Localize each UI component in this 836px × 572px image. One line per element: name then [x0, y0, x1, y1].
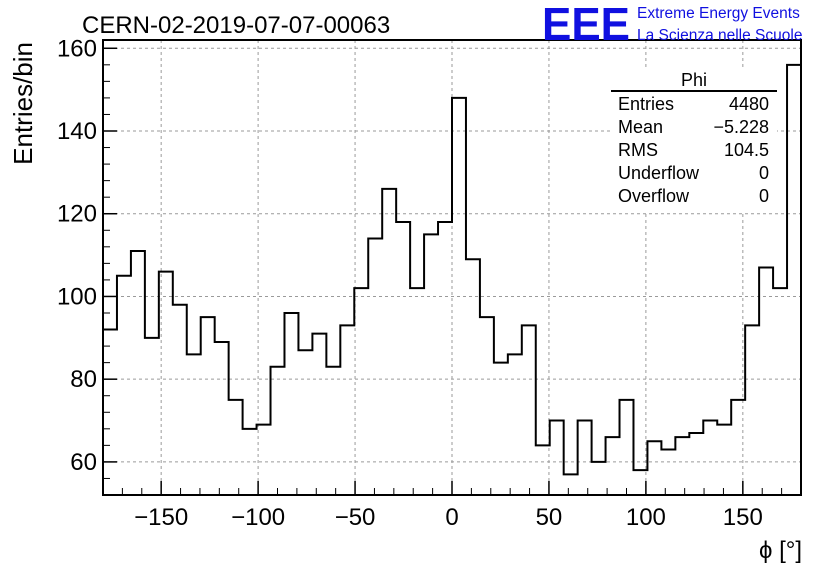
stats-overflow-value: 0	[759, 186, 769, 206]
stats-entries-value: 4480	[729, 94, 769, 114]
stats-entries-label: Entries	[618, 94, 674, 114]
stats-box-background	[611, 70, 777, 212]
x-axis-label: ϕ [°]	[759, 537, 802, 564]
eee-logo-line2: La Scienza nelle Scuole	[637, 27, 802, 44]
x-tick-label: 50	[536, 504, 563, 531]
y-tick-label: 80	[70, 366, 97, 393]
y-tick-label: 120	[57, 201, 97, 228]
x-tick-label: −100	[231, 504, 285, 531]
y-tick-label: 100	[57, 283, 97, 310]
axis-tick-labels: −150 −100 −50 0 50 100 150 60 80 100 120 140 160	[57, 35, 763, 531]
x-tick-label: 0	[445, 504, 458, 531]
chart-title: CERN-02-2019-07-07-00063	[82, 12, 390, 39]
x-tick-label: −150	[134, 504, 188, 531]
eee-logo-mark: EEE	[542, 0, 630, 50]
y-tick-label: 140	[57, 118, 97, 145]
stats-mean-label: Mean	[618, 117, 663, 137]
y-axis-label: Entries/bin	[8, 42, 38, 165]
stats-underflow-value: 0	[759, 163, 769, 183]
y-tick-label: 160	[57, 35, 97, 62]
stats-box: Phi Entries 4480 Mean −5.228 RMS 104.5 U…	[611, 70, 777, 212]
x-tick-label: 100	[626, 504, 666, 531]
x-tick-label: −50	[335, 504, 376, 531]
stats-mean-value: −5.228	[713, 117, 769, 137]
stats-overflow-label: Overflow	[618, 186, 690, 206]
stats-rms-value: 104.5	[724, 140, 769, 160]
eee-logo-line1: Extreme Energy Events	[637, 5, 800, 22]
axis-ticks	[103, 47, 783, 495]
stats-box-title: Phi	[681, 70, 707, 90]
stats-underflow-label: Underflow	[618, 163, 700, 183]
histogram-line	[103, 63, 801, 476]
y-tick-label: 60	[70, 449, 97, 476]
eee-logo: EEE Extreme Energy Events La Scienza nel…	[542, 0, 802, 50]
stats-rms-label: RMS	[618, 140, 658, 160]
x-tick-label: 150	[723, 504, 763, 531]
